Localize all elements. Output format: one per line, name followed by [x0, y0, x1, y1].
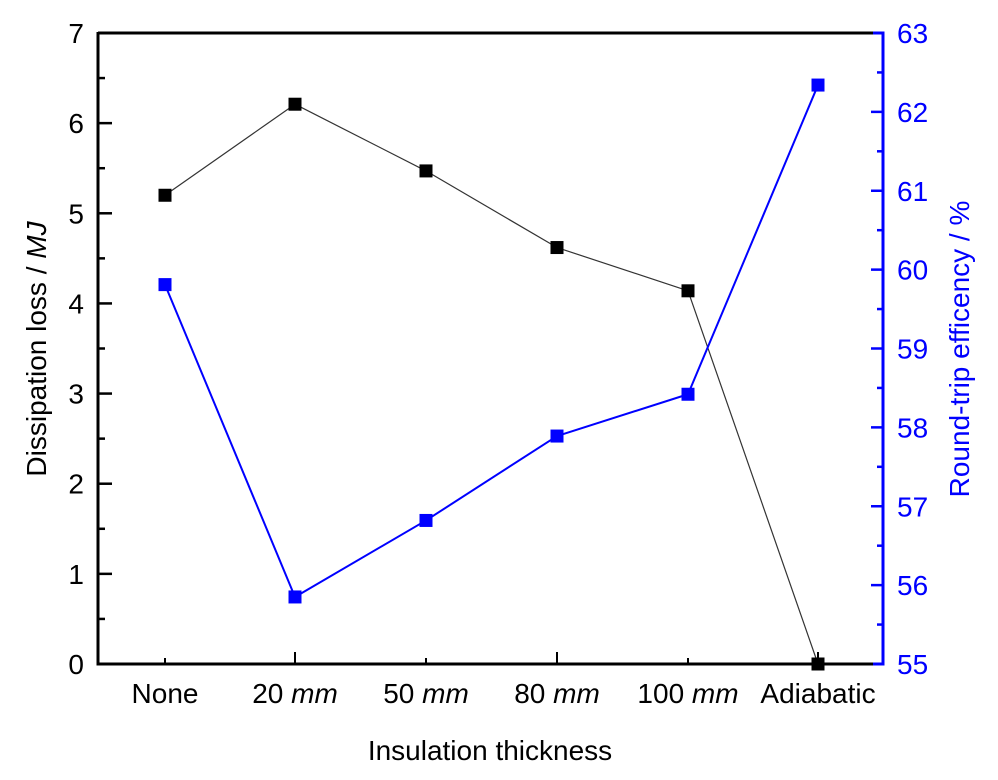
x-tick-label-unit: mm — [545, 678, 599, 709]
x-tick-label-value: 80 — [514, 678, 545, 709]
x-tick-label-unit: mm — [414, 678, 468, 709]
x-tick-label-value: Adiabatic — [760, 678, 875, 709]
data-point-marker — [288, 590, 302, 604]
x-tick-label: Adiabatic — [760, 678, 875, 709]
left-y-axis-title: Dissipation loss / MJ — [21, 220, 52, 476]
x-tick-label-value: 100 — [637, 678, 684, 709]
series-line-segment — [164, 103, 296, 196]
left-tick-label: 0 — [68, 649, 84, 680]
series-layer — [158, 78, 825, 671]
right-tick-label: 60 — [897, 255, 928, 286]
x-tick-label: 100 mm — [637, 678, 738, 709]
left-tick-label: 7 — [68, 18, 84, 49]
x-tick-label: 50 mm — [383, 678, 469, 709]
series-line-segment — [687, 290, 819, 665]
series-line-segment — [164, 284, 296, 598]
x-tick-label-value: None — [132, 678, 199, 709]
right-tick-label: 58 — [897, 412, 928, 443]
right-tick-label: 61 — [897, 176, 928, 207]
data-point-marker — [681, 284, 695, 298]
right-tick-label: 63 — [897, 18, 928, 49]
x-tick-label: None — [132, 678, 199, 709]
left-y-axis: 0 1 2 3 4 5 6 7 — [68, 18, 112, 680]
data-point-marker — [288, 97, 302, 111]
left-y-axis-title-unit: MJ — [21, 220, 52, 258]
x-tick-label-unit: mm — [283, 678, 337, 709]
data-point-marker — [550, 429, 564, 443]
data-point-marker — [419, 513, 433, 527]
right-tick-label: 56 — [897, 570, 928, 601]
data-point-marker — [811, 657, 825, 671]
plot-frame — [98, 31, 883, 666]
x-tick-label: 20 mm — [252, 678, 338, 709]
series-line-segment — [294, 519, 427, 598]
left-tick-label: 4 — [68, 288, 84, 319]
series-line-segment — [556, 393, 689, 438]
x-axis-title: Insulation thickness — [368, 735, 612, 766]
left-tick-label: 2 — [68, 469, 84, 500]
left-tick-label: 6 — [68, 108, 84, 139]
right-tick-label: 57 — [897, 491, 928, 522]
x-axis: None 20 mm 50 mm 80 mm 100 mm Adiabatic — [132, 652, 876, 709]
series-dissipation-loss — [158, 97, 825, 671]
x-tick-label-unit: mm — [684, 678, 738, 709]
series-line-segment — [556, 246, 689, 292]
x-tick-label: 80 mm — [514, 678, 600, 709]
right-tick-label: 59 — [897, 334, 928, 365]
data-point-marker — [550, 241, 564, 255]
data-point-marker — [158, 278, 172, 292]
data-point-marker — [419, 164, 433, 178]
data-point-marker — [158, 188, 172, 202]
left-tick-label: 5 — [68, 198, 84, 229]
right-tick-label: 55 — [897, 649, 928, 680]
series-line-segment — [294, 103, 427, 172]
data-point-marker — [681, 387, 695, 401]
series-line-segment — [687, 84, 819, 395]
left-y-axis-title-prefix: Dissipation loss / — [21, 259, 52, 477]
right-tick-label: 62 — [897, 97, 928, 128]
right-y-axis-title: Round-trip efficency / % — [944, 201, 975, 498]
left-tick-label: 3 — [68, 379, 84, 410]
left-tick-label: 1 — [68, 559, 84, 590]
series-round-trip-efficiency — [158, 78, 825, 604]
x-tick-label-value: 20 — [252, 678, 283, 709]
x-tick-label-value: 50 — [383, 678, 414, 709]
data-point-marker — [811, 78, 825, 92]
right-y-axis: 55 56 57 58 59 60 61 62 63 — [871, 18, 928, 680]
series-line-segment — [425, 170, 558, 249]
series-line-segment — [425, 435, 558, 522]
